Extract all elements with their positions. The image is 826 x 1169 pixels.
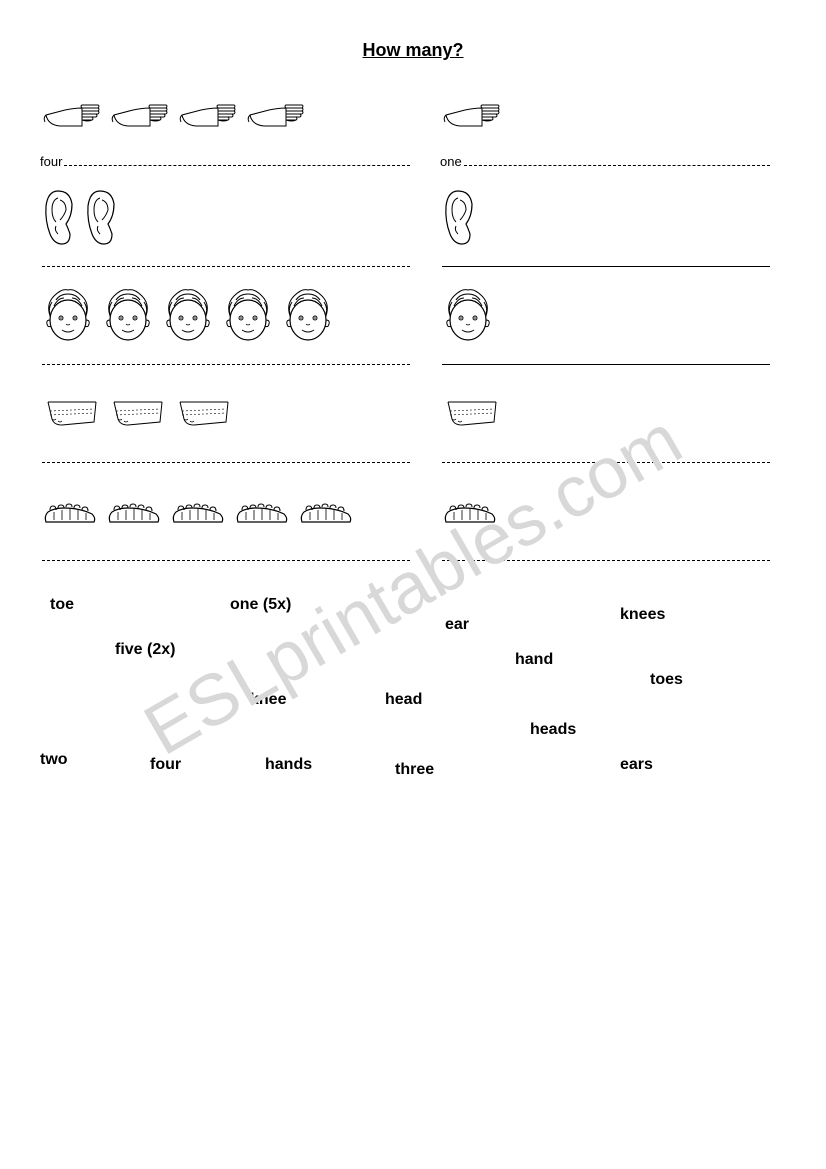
page-title: How many?	[40, 40, 786, 61]
word-bank: toe one (5x) ear knees five (2x) hand toes knee…	[40, 596, 786, 816]
icon-group	[440, 187, 770, 247]
foot-icon	[168, 496, 228, 526]
worksheet-row: four one	[40, 86, 786, 179]
knee-icon	[172, 397, 234, 429]
word-bank-item: ears	[620, 756, 653, 774]
head-icon	[440, 286, 496, 344]
left-column	[40, 187, 410, 277]
right-column	[440, 187, 770, 277]
left-column	[40, 383, 410, 473]
worksheet-row	[40, 187, 786, 277]
icon-group	[40, 481, 410, 541]
worksheet-row	[40, 383, 786, 473]
answer-line[interactable]	[40, 255, 410, 267]
word-bank-item: hands	[265, 756, 312, 774]
answer-line[interactable]	[440, 451, 770, 463]
answer-blank[interactable]	[42, 255, 410, 267]
foot-icon	[296, 496, 356, 526]
worksheet-row	[40, 481, 786, 571]
answer-line[interactable]	[440, 549, 770, 561]
foot-icon	[104, 496, 164, 526]
word-bank-item: knees	[620, 606, 665, 624]
head-icon	[220, 286, 276, 344]
word-bank-item: five (2x)	[115, 641, 175, 659]
icon-group	[440, 383, 770, 443]
answer-blank[interactable]	[42, 549, 410, 561]
answer-prefill: one	[440, 154, 462, 169]
answer-blank[interactable]	[442, 255, 770, 267]
icon-group	[440, 86, 770, 146]
answer-line[interactable]	[40, 549, 410, 561]
icon-group	[40, 285, 410, 345]
answer-blank[interactable]	[64, 154, 410, 166]
word-bank-item: toes	[650, 671, 683, 689]
knee-icon	[40, 397, 102, 429]
word-bank-item: hand	[515, 651, 553, 669]
hand-icon	[40, 100, 104, 132]
answer-blank[interactable]	[442, 549, 770, 561]
head-icon	[40, 286, 96, 344]
foot-icon	[40, 496, 100, 526]
word-bank-item: knee	[250, 691, 286, 709]
answer-blank[interactable]	[442, 353, 770, 365]
knee-icon	[440, 397, 502, 429]
word-bank-item: toe	[50, 596, 74, 614]
answer-line[interactable]	[440, 255, 770, 267]
answer-line[interactable]: four	[40, 154, 410, 169]
word-bank-item: heads	[530, 721, 576, 739]
right-column	[440, 285, 770, 375]
answer-blank[interactable]	[42, 451, 410, 463]
answer-line[interactable]	[440, 353, 770, 365]
word-bank-item: head	[385, 691, 422, 709]
worksheet-row	[40, 285, 786, 375]
foot-icon	[232, 496, 292, 526]
foot-icon	[440, 496, 500, 526]
head-icon	[160, 286, 216, 344]
right-column: one	[440, 86, 770, 179]
knee-icon	[106, 397, 168, 429]
answer-line[interactable]	[40, 451, 410, 463]
ear-icon	[40, 186, 78, 248]
left-column	[40, 285, 410, 375]
answer-blank[interactable]	[442, 451, 770, 463]
word-bank-item: one (5x)	[230, 596, 291, 614]
icon-group	[40, 383, 410, 443]
answer-line[interactable]	[40, 353, 410, 365]
hand-icon	[176, 100, 240, 132]
answer-prefill: four	[40, 154, 62, 169]
hand-icon	[440, 100, 504, 132]
head-icon	[280, 286, 336, 344]
icon-group	[40, 86, 410, 146]
word-bank-item: four	[150, 756, 181, 774]
hand-icon	[244, 100, 308, 132]
left-column: four	[40, 86, 410, 179]
hand-icon	[108, 100, 172, 132]
word-bank-item: two	[40, 751, 68, 769]
icon-group	[440, 481, 770, 541]
word-bank-item: three	[395, 761, 434, 779]
left-column	[40, 481, 410, 571]
icon-group	[40, 187, 410, 247]
word-bank-item: ear	[445, 616, 469, 634]
right-column	[440, 383, 770, 473]
worksheet-rows: four one	[40, 86, 786, 571]
icon-group	[440, 285, 770, 345]
answer-blank[interactable]	[42, 353, 410, 365]
answer-blank[interactable]	[464, 154, 770, 166]
answer-line[interactable]: one	[440, 154, 770, 169]
ear-icon	[82, 186, 120, 248]
right-column	[440, 481, 770, 571]
ear-icon	[440, 186, 478, 248]
head-icon	[100, 286, 156, 344]
